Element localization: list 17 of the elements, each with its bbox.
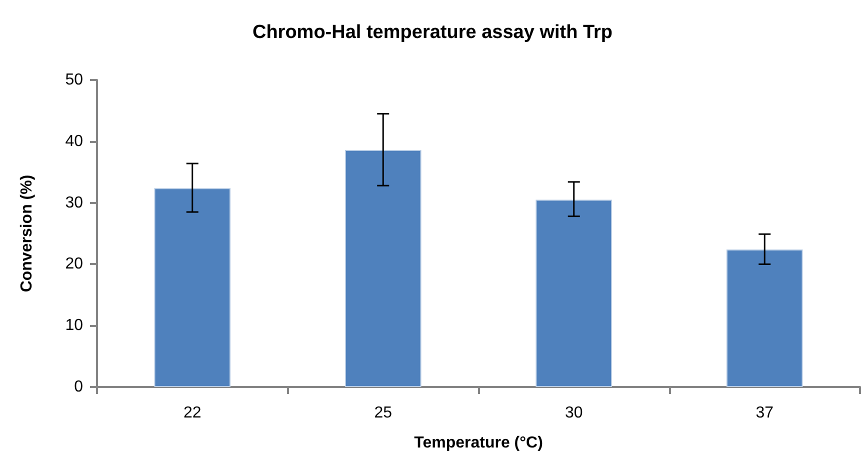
x-tick-label: 22 bbox=[183, 404, 202, 422]
y-tick-label: 30 bbox=[65, 194, 84, 212]
y-tick-label: 0 bbox=[74, 378, 84, 396]
y-tick-label: 40 bbox=[65, 132, 84, 150]
y-tick-label: 10 bbox=[65, 317, 84, 334]
chart-title: Chromo-Hal temperature assay with Trp bbox=[252, 22, 613, 43]
bar bbox=[344, 150, 422, 387]
x-tick-label: 30 bbox=[564, 404, 583, 422]
bar bbox=[154, 188, 231, 387]
y-axis-title: Conversion (%) bbox=[18, 174, 36, 292]
y-tick-label: 20 bbox=[65, 256, 84, 273]
bar bbox=[536, 200, 612, 387]
x-axis-title: Temperature (°C) bbox=[414, 434, 543, 452]
y-tick-label: 50 bbox=[65, 72, 84, 88]
x-tick-label: 37 bbox=[756, 404, 774, 422]
bar bbox=[726, 249, 803, 387]
x-tick-label: 25 bbox=[374, 404, 392, 422]
